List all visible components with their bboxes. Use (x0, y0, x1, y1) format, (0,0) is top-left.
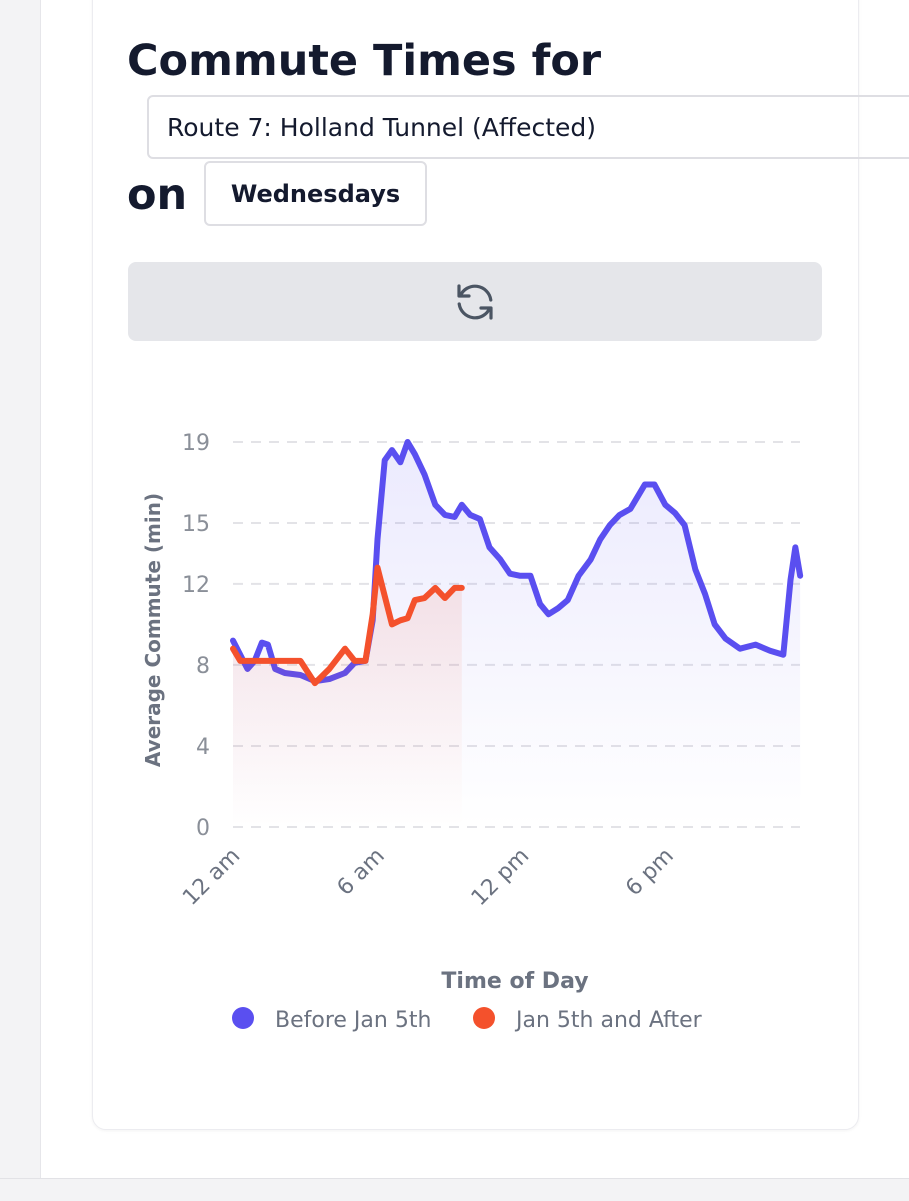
y-axis-title: Average Commute (min) (141, 493, 165, 767)
series-area (233, 567, 462, 827)
y-tick-label: 8 (196, 654, 210, 679)
on-label: on (127, 170, 188, 220)
legend-label: Before Jan 5th (275, 1008, 431, 1033)
x-tick-label: 6 am (333, 844, 390, 901)
y-tick-label: 4 (196, 735, 210, 760)
legend-label: Jan 5th and After (514, 1008, 703, 1033)
x-tick-label: 12 pm (467, 844, 534, 911)
y-tick-label: 19 (182, 431, 210, 456)
refresh-button[interactable] (128, 262, 822, 341)
sidebar (0, 0, 41, 1200)
x-axis-title: Time of Day (441, 969, 588, 994)
legend-swatch (232, 1007, 254, 1029)
y-tick-label: 15 (182, 512, 210, 537)
route-select[interactable]: Route 7: Holland Tunnel (Affected) (147, 95, 909, 159)
day-select[interactable]: Wednesdays (204, 161, 427, 226)
x-tick-label: 12 am (178, 844, 245, 911)
legend-swatch (473, 1007, 495, 1029)
y-tick-label: 0 (196, 816, 210, 841)
title: Commute Times for (127, 36, 602, 86)
bottom-bar (0, 1178, 909, 1201)
y-tick-label: 12 (182, 573, 210, 598)
refresh-icon (457, 283, 493, 320)
series-line (230, 564, 465, 687)
x-tick-label: 6 pm (621, 844, 679, 902)
